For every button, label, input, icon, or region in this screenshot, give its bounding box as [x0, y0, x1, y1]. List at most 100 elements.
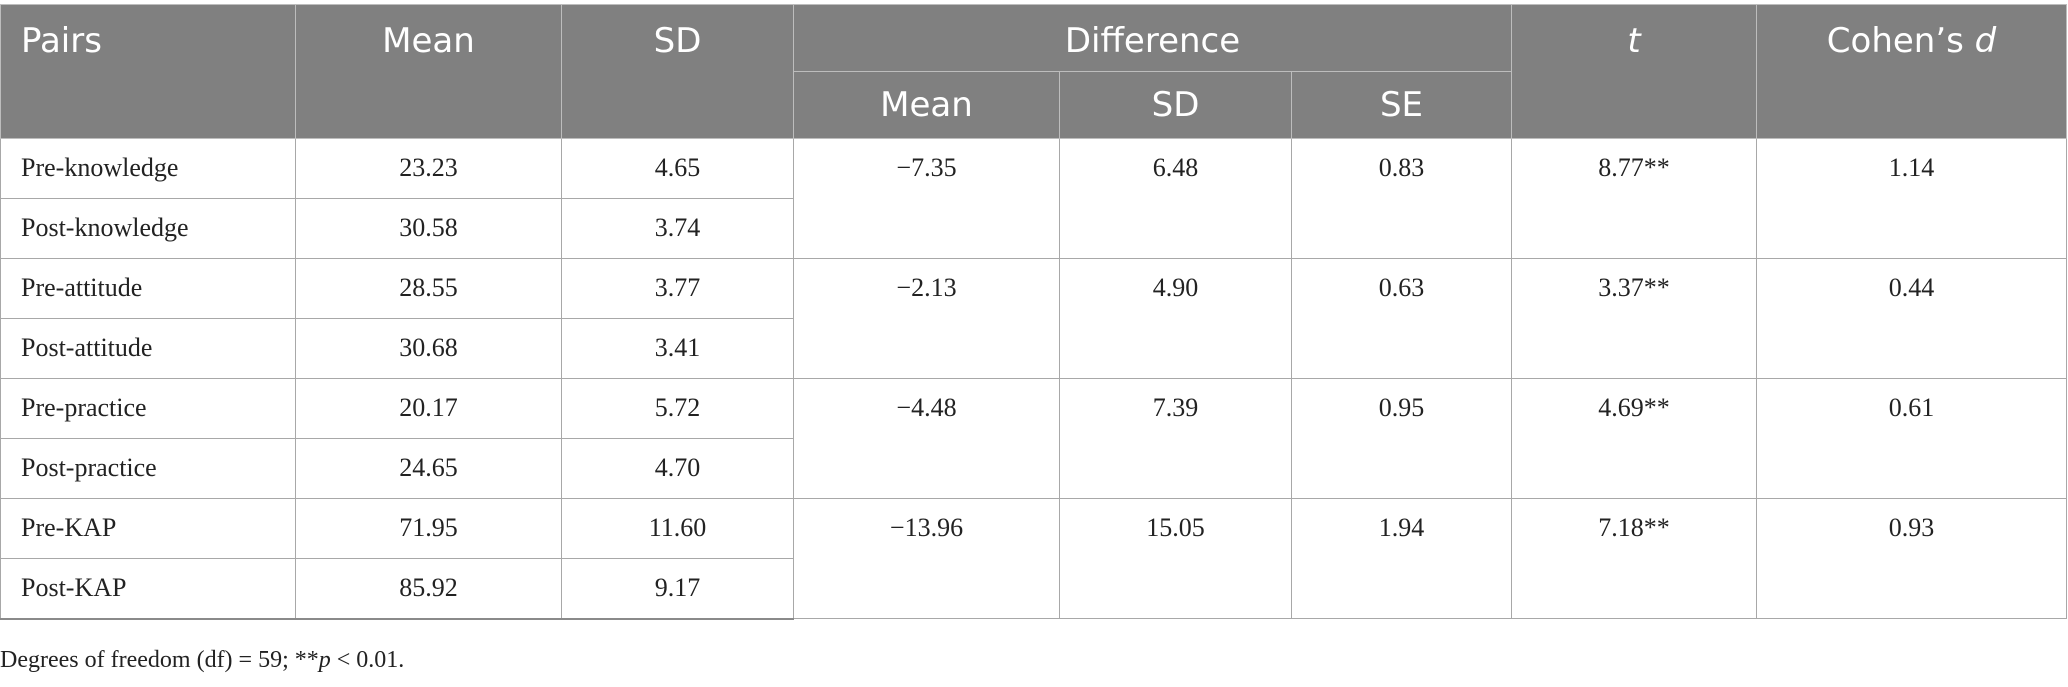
- diff-se-cell-value: 0.95: [1378, 393, 1425, 422]
- diff-se-cell: 0.63: [1290, 258, 1513, 379]
- header-mean: Mean: [295, 4, 562, 139]
- diff-sd-cell: 6.48: [1059, 138, 1292, 259]
- sd-cell: 3.77: [561, 258, 794, 319]
- mean-cell-value: 24.65: [399, 453, 458, 482]
- diff-se-cell: 0.95: [1290, 378, 1513, 499]
- sd-cell-value: 9.17: [654, 573, 701, 602]
- diff-se-cell: 0.83: [1290, 138, 1513, 259]
- paired-t-test-table: Pairs Mean SD Difference t Cohen’s d Mea…: [0, 4, 2068, 620]
- pair-label-cell-value: Pre-KAP: [21, 513, 117, 542]
- t-value-cell: 4.69**: [1511, 378, 1758, 499]
- diff-mean-cell: −7.35: [793, 138, 1060, 259]
- pair-label-cell: Post-attitude: [0, 318, 296, 379]
- header-sd: SD: [561, 4, 794, 139]
- cohens-d-cell-value: 0.61: [1888, 393, 1935, 422]
- t-value-cell-value: 7.18**: [1598, 513, 1670, 542]
- table-row: Pre-attitude 28.55 3.77 −2.13 4.90 0.63 3.37**…: [0, 258, 2068, 379]
- results-table-container: Pairs Mean SD Difference t Cohen’s d Mea…: [0, 4, 2068, 620]
- header-cohens-d-letter: d: [1974, 21, 1997, 61]
- mean-cell-value: 28.55: [399, 273, 458, 302]
- t-value-cell-value: 4.69**: [1598, 393, 1670, 422]
- sd-cell: 11.60: [561, 498, 794, 559]
- mean-cell: 71.95: [295, 498, 562, 559]
- pair-label-cell-value: Post-attitude: [21, 333, 153, 362]
- mean-cell: 20.17: [295, 378, 562, 439]
- footnote-suffix: < 0.01.: [330, 647, 405, 673]
- pair-label-cell: Post-practice: [0, 438, 296, 499]
- sd-cell-value: 4.70: [654, 453, 701, 482]
- cohens-d-cell: 0.61: [1756, 378, 2068, 499]
- pair-label-cell-value: Post-KAP: [21, 573, 127, 602]
- table-header: Pairs Mean SD Difference t Cohen’s d Mea…: [0, 4, 2068, 139]
- table-body: Pre-knowledge 23.23 4.65 −7.35 6.48 0.83 8.77*…: [0, 138, 2068, 620]
- mean-cell: 24.65: [295, 438, 562, 499]
- cohens-d-cell: 1.14: [1756, 138, 2068, 259]
- t-value-cell-value: 8.77**: [1598, 153, 1670, 182]
- diff-mean-cell: −4.48: [793, 378, 1060, 499]
- diff-se-cell: 1.94: [1290, 498, 1513, 619]
- sd-cell-value: 3.74: [654, 213, 701, 242]
- pair-label-cell-value: Post-practice: [21, 453, 157, 482]
- mean-cell: 28.55: [295, 258, 562, 319]
- mean-cell-value: 30.68: [399, 333, 458, 362]
- diff-mean-cell-value: −4.48: [896, 393, 957, 422]
- table-row: Post-KAP 85.92 9.17: [0, 558, 2067, 620]
- diff-sd-cell-value: 7.39: [1152, 393, 1199, 422]
- diff-mean-cell-value: −13.96: [889, 513, 964, 542]
- diff-se-cell-value: 0.83: [1378, 153, 1425, 182]
- header-diff-sd: SD: [1059, 71, 1292, 139]
- sd-cell: 4.65: [561, 138, 794, 199]
- footnote-p: p: [318, 647, 331, 673]
- diff-mean-cell-value: −7.35: [896, 153, 957, 182]
- diff-mean-cell: −13.96: [793, 498, 1060, 619]
- header-diff-se: SE: [1290, 71, 1513, 139]
- pair-label-cell: Post-knowledge: [0, 198, 296, 259]
- mean-cell-value: 23.23: [399, 153, 458, 182]
- cohens-d-cell-value: 0.44: [1888, 273, 1935, 302]
- sd-cell: 9.17: [561, 558, 794, 620]
- pair-label-cell-value: Pre-attitude: [21, 273, 143, 302]
- cohens-d-cell-value: 1.14: [1888, 153, 1935, 182]
- header-t-label: t: [1627, 21, 1641, 61]
- header-cohens-d: Cohen’s d: [1756, 4, 2068, 139]
- pair-label-cell: Post-KAP: [0, 558, 296, 620]
- t-value-cell-value: 3.37**: [1598, 273, 1670, 302]
- header-diff-mean: Mean: [793, 71, 1060, 139]
- pair-label-cell: Pre-practice: [0, 378, 296, 439]
- t-value-cell: 3.37**: [1511, 258, 1758, 379]
- pair-label-cell-value: Pre-practice: [21, 393, 147, 422]
- cohens-d-cell-value: 0.93: [1888, 513, 1935, 542]
- table-row: Post-knowledge 30.58 3.74: [0, 198, 2067, 259]
- diff-sd-cell: 7.39: [1059, 378, 1292, 499]
- pair-label-cell-value: Post-knowledge: [21, 213, 189, 242]
- sd-cell: 4.70: [561, 438, 794, 499]
- mean-cell: 85.92: [295, 558, 562, 620]
- diff-sd-cell: 4.90: [1059, 258, 1292, 379]
- pair-label-cell: Pre-attitude: [0, 258, 296, 319]
- header-pairs: Pairs: [0, 4, 296, 139]
- mean-cell-value: 71.95: [399, 513, 458, 542]
- diff-sd-cell-value: 6.48: [1152, 153, 1199, 182]
- table-row: Pre-knowledge 23.23 4.65 −7.35 6.48 0.83 8.77*…: [0, 138, 2068, 259]
- sd-cell-value: 11.60: [648, 513, 707, 542]
- header-t: t: [1511, 4, 1758, 139]
- diff-sd-cell-value: 4.90: [1152, 273, 1199, 302]
- diff-sd-cell: 15.05: [1059, 498, 1292, 619]
- footnote-prefix: Degrees of freedom (df) = 59; **: [0, 647, 319, 673]
- mean-cell-value: 85.92: [399, 573, 458, 602]
- t-value-cell: 8.77**: [1511, 138, 1758, 259]
- pair-label-cell: Pre-knowledge: [0, 138, 296, 199]
- mean-cell: 23.23: [295, 138, 562, 199]
- diff-se-cell-value: 0.63: [1378, 273, 1425, 302]
- mean-cell: 30.58: [295, 198, 562, 259]
- table-row: Pre-KAP 71.95 11.60 −13.96 15.05 1.94 7.18** 0.…: [0, 498, 2068, 619]
- pair-label-cell-value: Pre-knowledge: [21, 153, 179, 182]
- diff-se-cell-value: 1.94: [1378, 513, 1425, 542]
- table-footnote: Degrees of freedom (df) = 59; **p < 0.01…: [0, 647, 404, 674]
- diff-mean-cell-value: −2.13: [896, 273, 957, 302]
- t-value-cell: 7.18**: [1511, 498, 1758, 619]
- sd-cell: 5.72: [561, 378, 794, 439]
- header-cohens-prefix: Cohen’s: [1826, 21, 1975, 61]
- mean-cell-value: 30.58: [399, 213, 458, 242]
- diff-mean-cell: −2.13: [793, 258, 1060, 379]
